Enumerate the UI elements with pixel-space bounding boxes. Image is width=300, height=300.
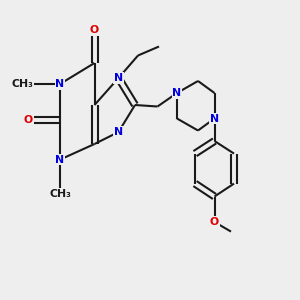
Text: O: O (210, 217, 219, 227)
Text: N: N (114, 73, 123, 83)
Text: CH₃: CH₃ (11, 79, 33, 89)
Text: O: O (24, 115, 33, 125)
Text: N: N (114, 127, 123, 137)
Text: N: N (172, 88, 182, 98)
Text: N: N (210, 113, 219, 124)
Text: N: N (56, 154, 64, 165)
Text: CH₃: CH₃ (49, 189, 71, 199)
Text: O: O (90, 25, 99, 35)
Text: N: N (56, 79, 64, 89)
